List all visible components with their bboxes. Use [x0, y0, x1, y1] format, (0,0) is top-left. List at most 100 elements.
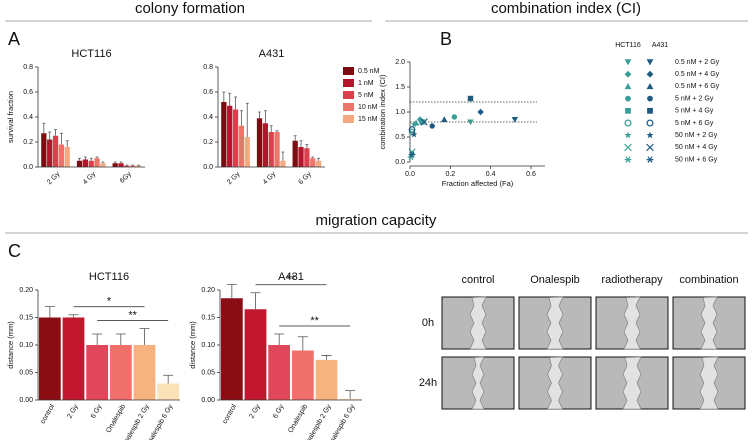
bar: [82, 159, 88, 167]
error-bar: [228, 92, 232, 106]
point: [511, 116, 519, 123]
panel-label: C: [8, 241, 21, 261]
point: [467, 95, 474, 102]
chart-title: HCT116: [71, 48, 111, 60]
bar: [38, 317, 61, 400]
y-tick-label: 0.20: [201, 287, 215, 294]
significance-label: *: [107, 296, 112, 308]
x-axis-label: Fraction affected (Fa): [442, 179, 514, 188]
bar: [244, 137, 250, 167]
error-bar: [101, 161, 105, 164]
x-tick-label: 0.2: [445, 171, 455, 178]
bar: [124, 165, 130, 167]
bar: [64, 147, 70, 167]
legend-marker: [624, 143, 632, 152]
bar: [244, 309, 267, 400]
error-bar: [48, 131, 52, 140]
bar: [304, 148, 310, 167]
y-tick-label: 0.00: [19, 397, 33, 404]
error-bar: [78, 157, 81, 161]
bar: [130, 165, 136, 167]
image-column-label: control: [461, 274, 494, 286]
bar: [109, 345, 132, 400]
wound-gap: [547, 356, 563, 410]
image-row-label: 0h: [422, 317, 434, 329]
point: [410, 130, 418, 138]
y-tick-label: 0.00: [201, 397, 215, 404]
x-tick-label: 0.6: [526, 171, 536, 178]
legend-label: 5 nM + 6 Gy: [675, 120, 714, 127]
legend-label: 15 nM: [358, 116, 378, 123]
legend-label: 50 nM + 2 Gy: [675, 132, 718, 139]
wound-gap: [469, 296, 487, 350]
bar: [221, 102, 227, 167]
error-bar: [239, 110, 243, 126]
legend-label: 1 nM: [358, 80, 374, 87]
wound-gap: [546, 296, 564, 350]
y-tick-label: 0.6: [23, 89, 33, 96]
y-tick-label: 0.20: [19, 287, 33, 294]
legend-label: 50 nM + 4 Gy: [675, 144, 718, 151]
wound-gap: [700, 296, 718, 350]
bar: [238, 125, 245, 167]
error-bar: [305, 144, 309, 149]
bar: [298, 147, 304, 167]
x-tick-label: 6 Gy: [90, 403, 104, 420]
legend-marker: [646, 119, 654, 127]
legend-marker: [624, 119, 632, 127]
error-bar: [59, 132, 63, 145]
x-tick-label: 6Gy: [119, 170, 133, 184]
legend-swatch: [343, 115, 354, 123]
legend-label: 50 nM + 6 Gy: [675, 156, 718, 163]
y-axis-label: distance (mm): [188, 321, 197, 369]
y-tick-label: 0.6: [203, 89, 213, 96]
point: [477, 108, 484, 116]
error-bar: [345, 390, 356, 399]
bar: [227, 105, 233, 167]
y-tick-label: 0.2: [23, 139, 33, 146]
error-bar: [250, 292, 261, 310]
legend-marker: [625, 95, 631, 102]
error-bar: [281, 151, 285, 161]
bar: [315, 359, 338, 400]
bar: [88, 160, 94, 167]
x-tick-label: Onalespib: [287, 403, 309, 434]
bar: [310, 158, 316, 167]
error-bar: [113, 161, 117, 164]
y-tick-label: 0.5: [395, 134, 405, 141]
bar: [220, 298, 243, 400]
error-bar: [311, 156, 315, 159]
y-tick-label: 0.8: [23, 64, 33, 71]
bar: [256, 118, 263, 167]
error-bar: [293, 135, 297, 141]
legend-marker: [625, 107, 631, 114]
bar: [133, 345, 156, 400]
chart-title: A431: [278, 271, 304, 283]
image-column-label: combination: [679, 274, 738, 286]
bar: [112, 163, 118, 167]
error-bar: [44, 306, 55, 318]
bar: [41, 133, 47, 167]
bar: [291, 350, 314, 400]
x-tick-label: control: [222, 403, 239, 425]
y-tick-label: 0.05: [19, 369, 33, 376]
legend-marker: [646, 143, 654, 152]
legend-marker: [624, 70, 632, 78]
bar: [47, 139, 53, 167]
significance-label: **: [287, 274, 296, 286]
error-bar: [115, 333, 126, 345]
point: [408, 151, 416, 158]
error-bar: [125, 164, 129, 166]
legend-swatch: [343, 67, 354, 75]
legend-swatch: [343, 103, 354, 111]
bar: [268, 132, 274, 167]
bar: [62, 317, 85, 400]
point: [420, 118, 428, 126]
legend-marker: [624, 131, 632, 139]
x-tick-label: 0.0: [405, 171, 415, 178]
significance-label: **: [128, 309, 137, 321]
legend-marker: [624, 156, 632, 163]
y-tick-label: 1.0: [395, 109, 405, 116]
chart-title: A431: [259, 48, 285, 60]
error-bar: [245, 102, 249, 137]
